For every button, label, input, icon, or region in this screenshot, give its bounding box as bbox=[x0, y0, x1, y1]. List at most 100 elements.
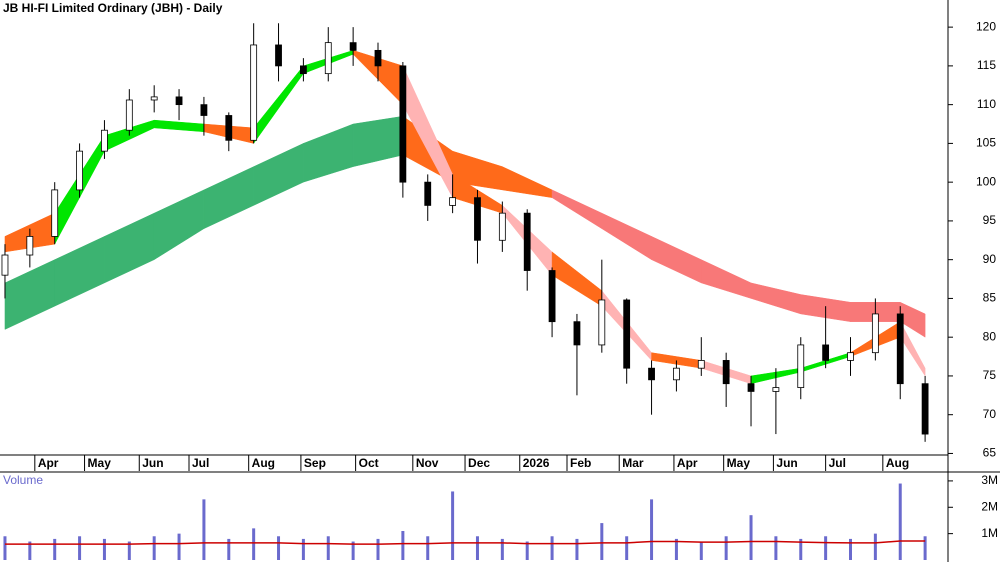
candle-body bbox=[225, 115, 233, 141]
volume-bar bbox=[401, 531, 405, 560]
volume-bar bbox=[550, 536, 554, 560]
volume-bar bbox=[699, 541, 703, 560]
volume-bar bbox=[376, 538, 380, 560]
x-tick-label: May bbox=[727, 456, 751, 470]
volume-average bbox=[4, 540, 926, 545]
volume-bar bbox=[650, 499, 654, 560]
candle-body bbox=[623, 299, 631, 369]
volume-bar bbox=[152, 536, 156, 560]
ma-band bbox=[303, 123, 354, 183]
y-tick-label: 3M bbox=[981, 473, 998, 487]
candle-body bbox=[51, 189, 59, 237]
volume-bar bbox=[625, 536, 629, 560]
ma-band bbox=[153, 189, 205, 261]
candle-body bbox=[747, 383, 755, 392]
candle-body bbox=[673, 367, 680, 381]
ma-band bbox=[54, 236, 105, 307]
candle-body bbox=[399, 65, 407, 183]
candle-body bbox=[150, 96, 158, 101]
candle-body bbox=[598, 299, 606, 346]
volume-bar bbox=[451, 491, 455, 560]
y-tick-label: 2M bbox=[981, 499, 998, 513]
volume-bar bbox=[252, 528, 256, 560]
volume-bar bbox=[724, 536, 728, 560]
candle-body bbox=[797, 344, 805, 388]
y-tick-label: 90 bbox=[983, 252, 997, 266]
x-tick-label: Jun bbox=[776, 456, 797, 470]
y-tick-label: 100 bbox=[976, 174, 996, 188]
candle-body bbox=[374, 49, 382, 67]
volume-bar bbox=[3, 536, 7, 560]
ma-band bbox=[352, 115, 404, 167]
volume-bar bbox=[799, 538, 803, 560]
x-tick-label: Oct bbox=[359, 456, 379, 470]
volume-title: Volume bbox=[3, 473, 43, 487]
x-tick-label: 2026 bbox=[523, 456, 550, 470]
volume-bar bbox=[475, 536, 479, 560]
volume-bar bbox=[674, 538, 678, 560]
candle-body bbox=[324, 42, 332, 75]
ma-band bbox=[750, 282, 802, 315]
x-tick-label: Apr bbox=[38, 456, 59, 470]
x-tick-label: Aug bbox=[886, 456, 909, 470]
candle-body bbox=[548, 270, 556, 323]
y-tick-label: 1M bbox=[981, 526, 998, 540]
ma-band bbox=[104, 212, 155, 284]
x-tick-label: May bbox=[88, 456, 112, 470]
y-tick-label: 105 bbox=[976, 136, 996, 150]
candle-body bbox=[523, 212, 531, 271]
ma-band bbox=[4, 259, 55, 330]
volume-bar bbox=[500, 538, 504, 560]
ma-band bbox=[551, 189, 603, 230]
volume-bar bbox=[53, 538, 57, 560]
volume-bar bbox=[326, 536, 330, 560]
volume-bar bbox=[227, 538, 231, 560]
volume-bar bbox=[177, 533, 181, 560]
chart-title: JB HI-FI Limited Ordinary (JBH) - Daily bbox=[3, 1, 223, 15]
volume-bar bbox=[102, 538, 106, 560]
x-tick-label: Aug bbox=[252, 456, 275, 470]
volume-bar bbox=[277, 536, 281, 560]
candle-body bbox=[125, 99, 133, 131]
y-tick-label: 80 bbox=[983, 329, 997, 343]
ma-band bbox=[551, 251, 603, 307]
candle-body bbox=[424, 181, 432, 206]
candle-body bbox=[847, 352, 854, 361]
x-tick-label: Feb bbox=[570, 456, 591, 470]
volume-bar bbox=[28, 541, 32, 560]
volume-bar bbox=[898, 483, 902, 560]
volume-bar bbox=[351, 541, 355, 560]
candle-body bbox=[299, 65, 307, 75]
x-tick-label: Jun bbox=[142, 456, 163, 470]
candle-body bbox=[200, 104, 208, 116]
ma-band bbox=[153, 119, 205, 133]
y-tick-label: 95 bbox=[983, 213, 997, 227]
candle-body bbox=[772, 387, 780, 392]
x-tick-label: Dec bbox=[468, 456, 490, 470]
candle-body bbox=[26, 236, 34, 256]
y-tick-label: 85 bbox=[983, 291, 997, 305]
x-tick-label: Jul bbox=[829, 456, 846, 470]
candle-body bbox=[498, 212, 506, 241]
candle-body bbox=[101, 129, 108, 152]
x-tick-label: Apr bbox=[677, 456, 698, 470]
ma-band bbox=[701, 259, 752, 299]
volume-bar bbox=[873, 533, 877, 560]
volume-bar bbox=[78, 536, 82, 560]
candle-body bbox=[921, 383, 929, 435]
candle-body bbox=[275, 44, 282, 67]
candle-body bbox=[175, 96, 183, 106]
x-tick-label: Sep bbox=[304, 456, 326, 470]
ma-band bbox=[502, 166, 553, 198]
volume-bar bbox=[575, 538, 579, 560]
volume-bar bbox=[774, 536, 778, 560]
x-tick-label: Nov bbox=[416, 456, 439, 470]
y-tick-label: 115 bbox=[977, 58, 996, 72]
volume-bar bbox=[202, 499, 206, 560]
candle-body bbox=[697, 360, 705, 369]
x-tick-label: Jul bbox=[192, 456, 209, 470]
volume-bar bbox=[426, 536, 430, 560]
candle-body bbox=[1, 254, 9, 276]
candle-body bbox=[474, 197, 481, 241]
y-tick-label: 120 bbox=[976, 19, 996, 33]
